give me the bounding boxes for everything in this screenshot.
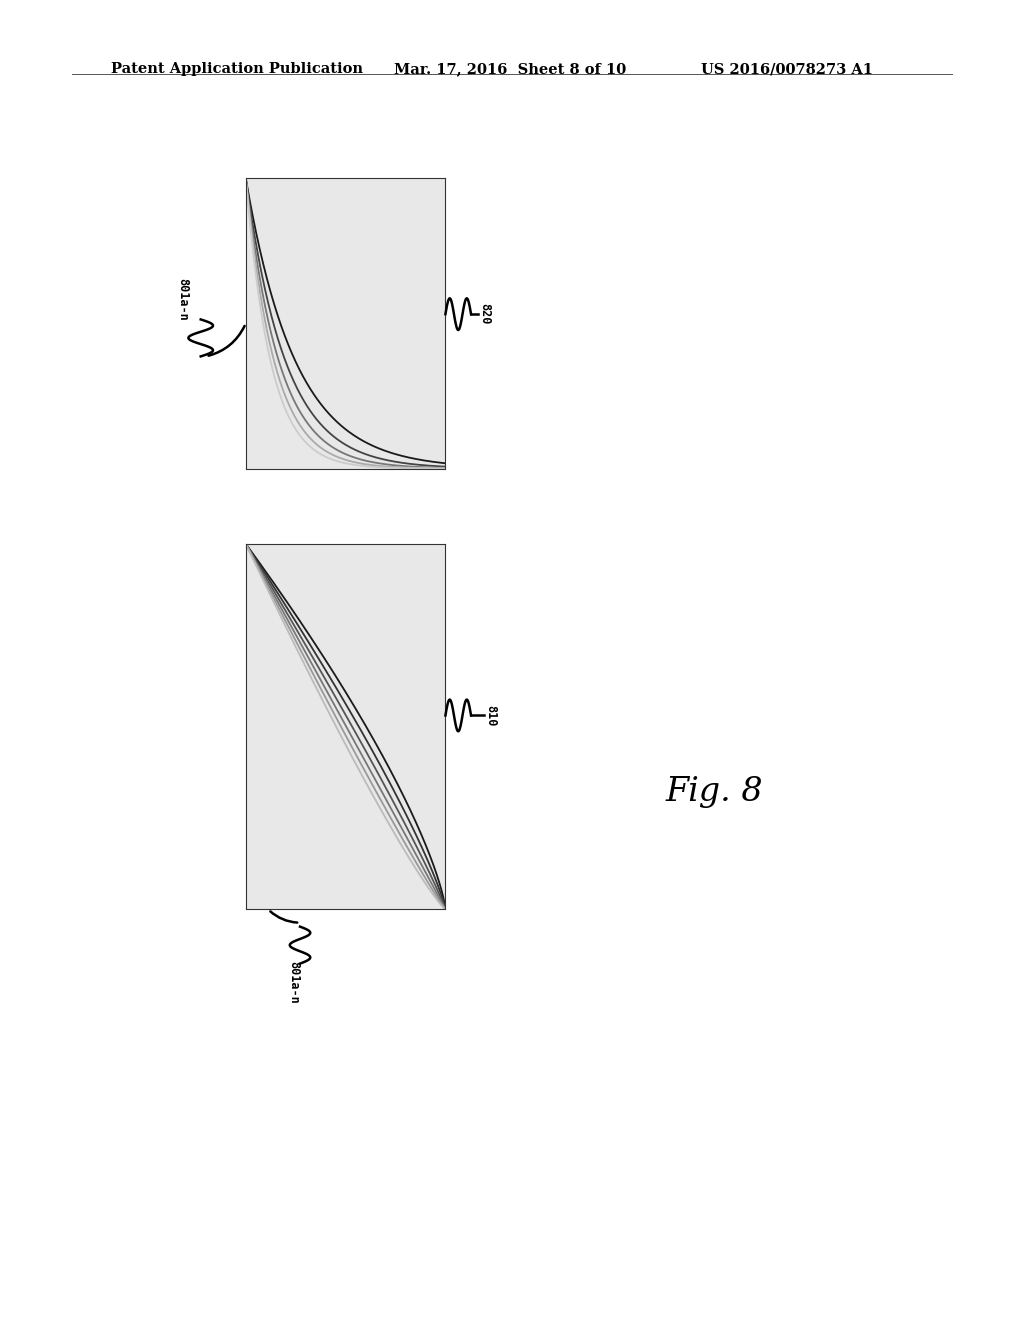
Text: 801a-n: 801a-n (288, 961, 300, 1003)
Text: Patent Application Publication: Patent Application Publication (111, 62, 362, 77)
Text: Mar. 17, 2016  Sheet 8 of 10: Mar. 17, 2016 Sheet 8 of 10 (394, 62, 627, 77)
Text: 810: 810 (484, 705, 497, 726)
Text: Fig. 8: Fig. 8 (666, 776, 763, 808)
Text: 820: 820 (478, 304, 490, 325)
Text: 801a-n: 801a-n (176, 279, 188, 321)
Text: US 2016/0078273 A1: US 2016/0078273 A1 (701, 62, 873, 77)
